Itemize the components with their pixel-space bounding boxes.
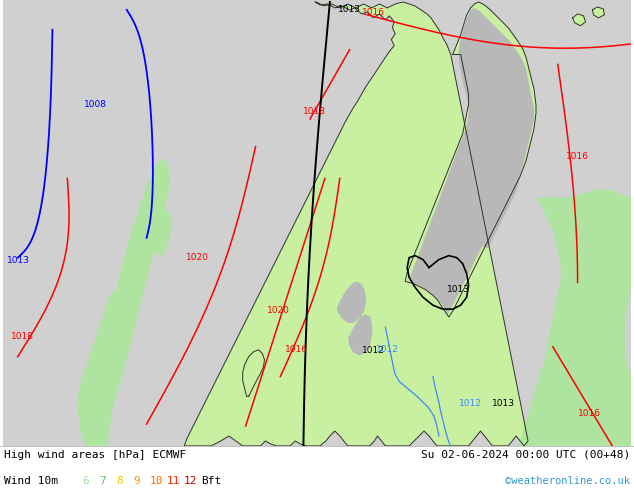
- Polygon shape: [243, 350, 264, 396]
- Polygon shape: [78, 159, 169, 446]
- Text: 1016: 1016: [578, 409, 600, 418]
- Polygon shape: [409, 8, 534, 315]
- Text: 9: 9: [133, 476, 139, 486]
- Text: Bft: Bft: [201, 476, 221, 486]
- Text: 1008: 1008: [84, 100, 107, 109]
- Text: 1018: 1018: [303, 107, 326, 116]
- Polygon shape: [338, 282, 366, 322]
- Text: ©weatheronline.co.uk: ©weatheronline.co.uk: [505, 476, 630, 486]
- Text: 12: 12: [184, 476, 198, 486]
- Polygon shape: [349, 315, 372, 355]
- Text: 1013: 1013: [7, 256, 30, 265]
- Text: 8: 8: [116, 476, 123, 486]
- Text: Su 02-06-2024 00:00 UTC (00+48): Su 02-06-2024 00:00 UTC (00+48): [421, 450, 630, 460]
- Text: 1020: 1020: [186, 253, 209, 262]
- Polygon shape: [592, 7, 604, 18]
- Text: 1018: 1018: [11, 332, 34, 341]
- Text: Wind 10m: Wind 10m: [4, 476, 58, 486]
- Text: 1013: 1013: [338, 5, 361, 14]
- Text: 1016: 1016: [566, 151, 589, 161]
- Text: 1012: 1012: [458, 399, 482, 408]
- Text: 1016: 1016: [285, 345, 308, 354]
- Text: 10: 10: [150, 476, 164, 486]
- Text: 1013: 1013: [493, 399, 515, 408]
- Text: 1020: 1020: [266, 306, 289, 315]
- Polygon shape: [573, 14, 586, 26]
- Polygon shape: [356, 424, 366, 436]
- Text: 1012: 1012: [361, 346, 384, 355]
- Polygon shape: [184, 2, 528, 446]
- Text: 1016: 1016: [361, 8, 385, 17]
- Polygon shape: [520, 190, 631, 446]
- Text: 6: 6: [82, 476, 89, 486]
- Text: 7: 7: [99, 476, 106, 486]
- Text: 11: 11: [167, 476, 181, 486]
- Text: 1013: 1013: [447, 285, 470, 294]
- Polygon shape: [153, 210, 171, 256]
- Polygon shape: [405, 2, 536, 317]
- Text: 1012: 1012: [375, 345, 398, 354]
- Text: High wind areas [hPa] ECMWF: High wind areas [hPa] ECMWF: [4, 450, 186, 460]
